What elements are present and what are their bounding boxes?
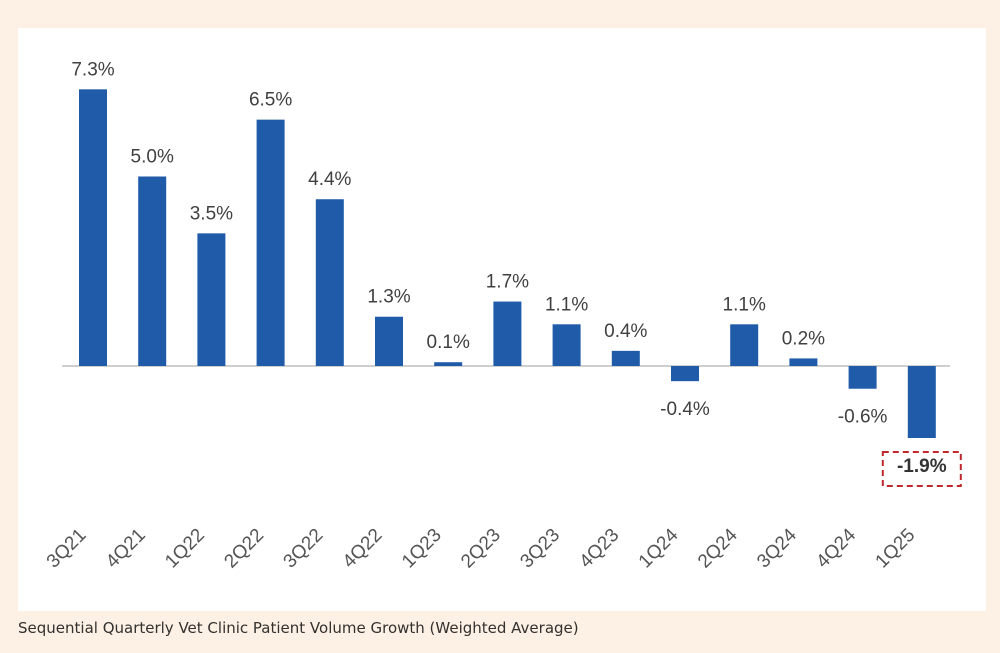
data-label-4Q21: 5.0% [131,147,174,168]
bar-4Q23 [611,350,640,366]
bar-3Q24 [789,358,818,366]
x-tick-label-3Q22: 3Q22 [280,525,328,573]
data-label-1Q25: -1.9% [897,456,947,477]
data-label-4Q22: 1.3% [367,287,410,308]
data-label-2Q23: 1.7% [486,272,529,293]
x-tick-label-3Q21: 3Q21 [43,525,91,573]
x-tick-label-2Q23: 2Q23 [457,525,505,573]
bar-4Q24 [848,366,877,389]
x-tick-label-4Q21: 4Q21 [102,525,150,573]
x-tick-label-2Q22: 2Q22 [220,525,268,573]
x-tick-label-1Q23: 1Q23 [398,525,446,573]
data-label-3Q22: 4.4% [308,169,351,190]
data-label-1Q22: 3.5% [190,203,233,224]
x-tick-label-2Q24: 2Q24 [694,524,742,572]
x-tick-label-3Q23: 3Q23 [516,525,564,573]
x-tick-label-4Q23: 4Q23 [576,525,624,573]
data-label-1Q24: -0.4% [660,399,710,420]
data-label-1Q23: 0.1% [427,332,470,353]
bar-1Q22 [197,233,226,366]
bar-2Q22 [256,119,285,367]
data-label-3Q24: 0.2% [782,328,825,349]
data-label-2Q22: 6.5% [249,90,292,111]
data-label-4Q24: -0.6% [838,407,888,428]
data-label-3Q21: 7.3% [71,59,114,80]
bar-1Q25 [907,366,936,439]
highlight-box [881,451,962,488]
x-tick-label-4Q24: 4Q24 [812,524,860,572]
bar-chart: 7.3% 3Q21 5.0% 4Q21 3.5% 1Q22 6.5% 2Q22 4.4% 3Q22… [43,59,962,573]
x-tick-label-1Q24: 1Q24 [635,524,683,572]
bar-3Q21 [79,89,107,366]
bar-3Q22 [315,199,344,366]
data-label-3Q23: 1.1% [545,294,588,315]
x-tick-label-1Q22: 1Q22 [161,525,209,573]
x-tick-label-4Q22: 4Q22 [339,525,387,573]
chart-panel: 7.3% 3Q21 5.0% 4Q21 3.5% 1Q22 6.5% 2Q22 4.4% 3Q22… [18,28,986,611]
bar-2Q23 [493,301,522,366]
data-label-2Q24: 1.1% [723,294,766,315]
x-tick-label-1Q25: 1Q25 [872,525,920,573]
bar-3Q23 [552,324,581,366]
x-tick-label-3Q24: 3Q24 [753,524,801,572]
bar-4Q22 [375,316,403,366]
data-label-4Q23: 0.4% [604,321,647,342]
bar-1Q24 [671,366,699,382]
bar-2Q24 [730,324,759,366]
bar-4Q21 [138,176,167,366]
bar-1Q23 [434,362,463,366]
chart-caption: Sequential Quarterly Vet Clinic Patient … [18,619,579,637]
